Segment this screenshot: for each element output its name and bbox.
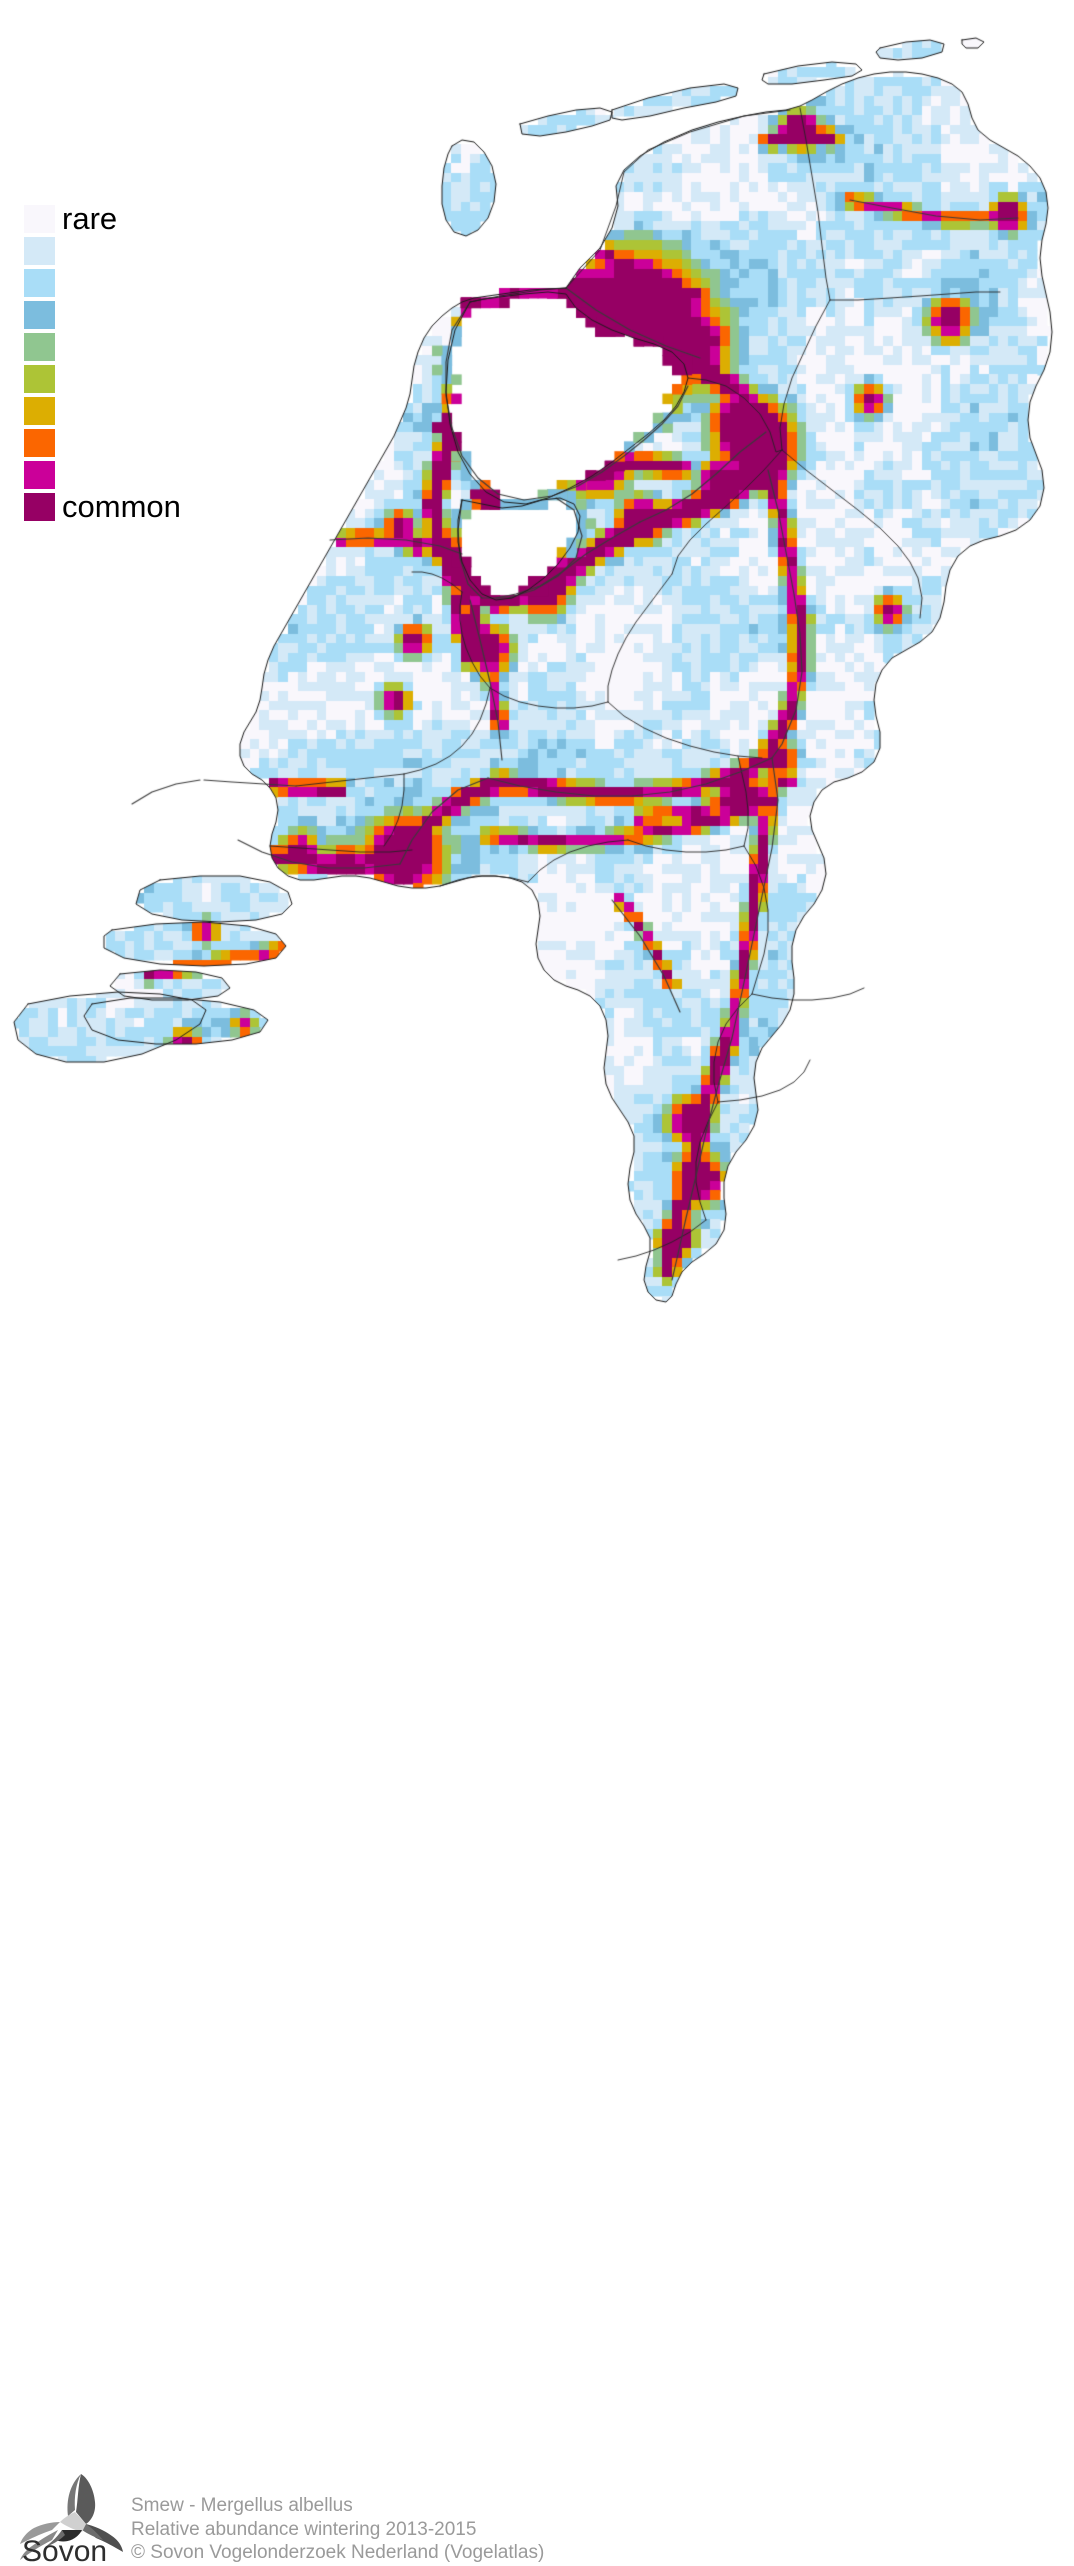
caption-metric: Relative abundance wintering 2013-2015 [131,2518,477,2540]
legend-swatch-3 [24,269,55,297]
legend-row-10: common [24,489,254,525]
legend-swatch-1 [24,205,55,233]
legend-row-9 [24,461,254,493]
caption-species: Smew - Mergellus albellus [131,2495,353,2516]
legend-swatch-5 [24,333,55,361]
legend-row-5 [24,333,254,365]
figure-caption: Smew - Mergellus albellus Relative abund… [131,2494,544,2565]
legend-label-rare: rare [62,201,118,236]
figure-footer: Sovon Smew - Mergellus albellus Relative… [0,1230,1074,2566]
legend-swatch-8 [24,429,55,457]
legend-swatch-10 [24,493,55,521]
legend-swatch-6 [24,365,55,393]
legend-row-3 [24,269,254,301]
abundance-legend: rare common [24,201,254,525]
legend-row-1: rare [24,201,254,237]
legend-label-common: common [62,489,181,524]
legend-row-2 [24,237,254,269]
legend-row-7 [24,397,254,429]
legend-row-6 [24,365,254,397]
legend-row-4 [24,301,254,333]
legend-swatch-4 [24,301,55,329]
sovon-logo: Sovon [20,2474,123,2566]
legend-row-8 [24,429,254,461]
legend-swatch-2 [24,237,55,265]
legend-swatch-9 [24,461,55,489]
caption-copyright: © Sovon Vogelonderzoek Nederland (Vogela… [131,2542,545,2563]
sovon-wordmark: Sovon [22,2535,107,2566]
netherlands-abundance-raster [0,0,1074,1340]
legend-swatch-7 [24,397,55,425]
